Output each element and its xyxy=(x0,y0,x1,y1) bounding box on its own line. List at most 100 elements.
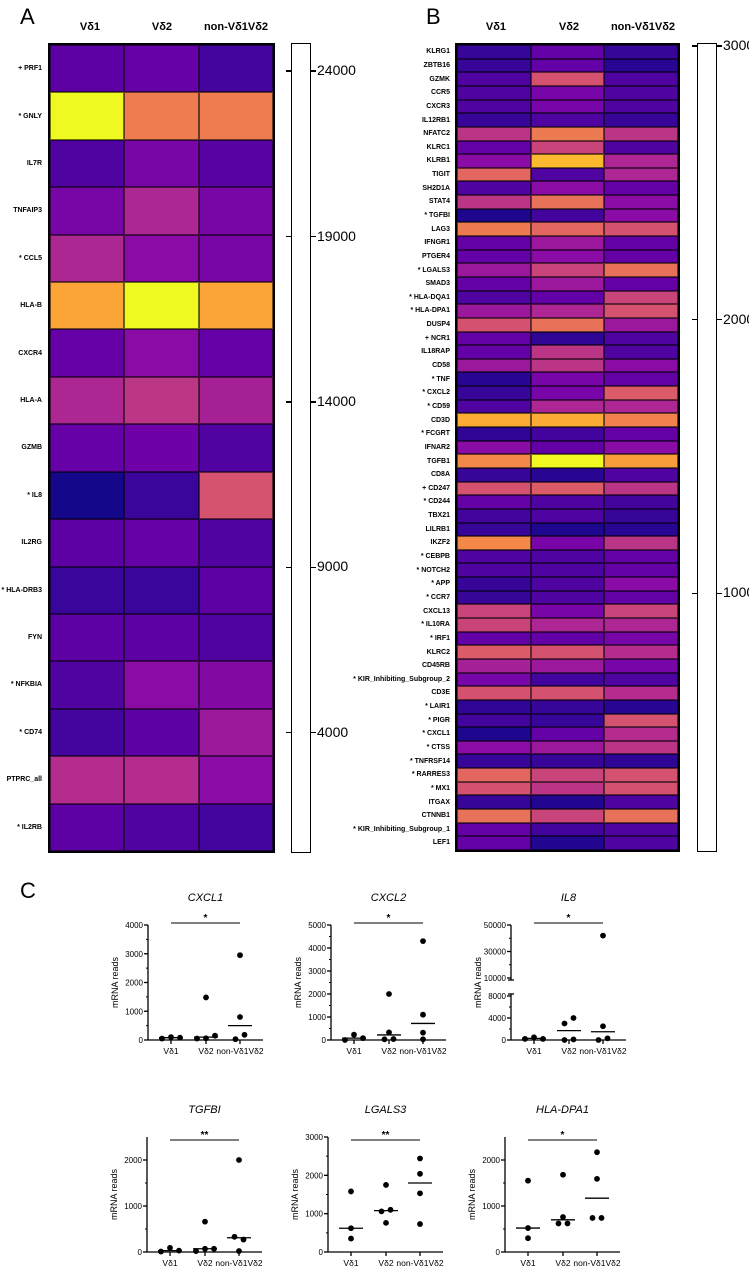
x-tick-label: non-Vδ1Vδ2 xyxy=(399,1046,447,1056)
heatmap-cell xyxy=(604,386,678,400)
colorbar-tick xyxy=(311,235,316,238)
heatmap-cell xyxy=(457,727,531,741)
heatmap-cell xyxy=(604,413,678,428)
heatmap-cell xyxy=(198,566,273,614)
colorbar-tick-label: 19000 xyxy=(317,227,356,244)
heatmap-cell xyxy=(530,508,605,523)
y-axis-label: mRNA reads xyxy=(293,956,303,1008)
heatmap-cell xyxy=(604,331,678,346)
heatmap-cell xyxy=(124,566,199,614)
data-point xyxy=(594,1149,600,1156)
heatmap-cell xyxy=(530,249,605,264)
heatmap-cell xyxy=(530,768,605,782)
significance-marker: * xyxy=(204,913,208,924)
colorbar-tick xyxy=(311,401,316,403)
data-point xyxy=(561,1020,568,1027)
data-point xyxy=(420,1036,426,1043)
heatmap-cell xyxy=(530,699,605,714)
heatmap-cell xyxy=(457,427,531,441)
heatmap-cell xyxy=(457,386,531,400)
y-tick-label: 0 xyxy=(502,1036,507,1045)
heatmap-cell xyxy=(530,45,605,59)
data-point xyxy=(531,1034,537,1041)
heatmap-cell xyxy=(457,577,531,591)
heatmap-row-label: * CXCL1 xyxy=(422,730,450,738)
heatmap-cell xyxy=(604,631,678,646)
heatmap-cell xyxy=(198,661,273,709)
heatmap-cell xyxy=(50,376,125,425)
data-point xyxy=(237,1014,243,1020)
significance-marker: ** xyxy=(382,1130,390,1141)
heatmap-cell xyxy=(604,399,678,414)
heatmap-cell xyxy=(530,195,605,209)
heatmap-cell xyxy=(457,236,531,250)
colorbar-a xyxy=(291,43,311,853)
heatmap-cell xyxy=(198,613,273,662)
heatmap-row-label: SH2D1A xyxy=(422,184,450,192)
heatmap-cell xyxy=(604,604,678,619)
heatmap-cell xyxy=(530,399,605,414)
heatmap-cell xyxy=(457,604,531,619)
heatmap-cell xyxy=(604,290,678,305)
colorbar-tick-label: 3000 xyxy=(723,37,749,53)
scatter-plot-il8: IL8 0 4000 8000 10000 30000 50000 mRNA reads Vδ1… xyxy=(473,892,627,1056)
heatmap-cell xyxy=(604,140,678,155)
heatmap-cell xyxy=(530,263,605,277)
colorbar-tick xyxy=(692,592,697,595)
heatmap-cell xyxy=(457,440,531,455)
heatmap-cell xyxy=(604,72,678,86)
heatmap-cell xyxy=(457,290,531,305)
heatmap-row-label: IL18RAP xyxy=(421,348,450,356)
data-point xyxy=(570,1015,577,1021)
heatmap-row-label: * CD74 xyxy=(19,728,42,736)
heatmap-cell xyxy=(457,249,531,264)
heatmap-cell xyxy=(530,672,605,687)
heatmap-row-label: CD3E xyxy=(431,689,450,697)
heatmap-b xyxy=(455,43,680,852)
heatmap-cell xyxy=(530,658,605,673)
data-point xyxy=(417,1221,423,1227)
colorbar-tick-label: 14000 xyxy=(317,392,356,409)
heatmap-cell xyxy=(530,181,605,196)
heatmap-row-label: + CD247 xyxy=(422,484,450,492)
y-axis-label: mRNA reads xyxy=(110,956,120,1008)
data-point xyxy=(525,1235,531,1242)
data-point xyxy=(417,1190,423,1197)
y-tick-label: 0 xyxy=(139,1036,144,1045)
heatmap-cell xyxy=(604,536,678,550)
heatmap-row-label: * CEBPB xyxy=(420,553,450,561)
y-tick-label: 2000 xyxy=(305,1171,323,1180)
y-tick-label: 1000 xyxy=(125,1007,143,1016)
heatmap-cell xyxy=(124,45,199,93)
heatmap-cell xyxy=(530,58,605,73)
heatmap-cell xyxy=(530,72,605,86)
heatmap-row-label: DUSP4 xyxy=(426,321,450,329)
heatmap-cell xyxy=(604,727,678,741)
heatmap-cell xyxy=(50,708,125,757)
heatmap-row-label: * KIR_Inhibiting_Subgroup_1 xyxy=(353,825,450,833)
colorbar-tick xyxy=(692,45,697,47)
y-tick-label: 4000 xyxy=(308,944,326,953)
heatmap-cell xyxy=(530,372,605,387)
heatmap-cell xyxy=(457,126,531,141)
heatmap-cell xyxy=(124,92,199,140)
heatmap-row-label: * APP xyxy=(431,580,450,588)
heatmap-cell xyxy=(604,126,678,141)
data-point xyxy=(386,991,392,997)
heatmap-cell xyxy=(530,836,605,850)
x-tick-label: Vδ2 xyxy=(561,1046,576,1056)
heatmap-row-label: FYN xyxy=(28,634,42,642)
heatmap-cell xyxy=(457,754,531,769)
heatmap-cell xyxy=(457,72,531,86)
heatmap-cell xyxy=(457,795,531,810)
heatmap-cell xyxy=(457,645,531,659)
heatmap-cell xyxy=(530,781,605,796)
heatmap-cell xyxy=(50,139,125,188)
heatmap-cell xyxy=(604,508,678,523)
colorbar-tick xyxy=(717,318,722,321)
heatmap-cell xyxy=(457,536,531,550)
heatmap-cell xyxy=(457,768,531,782)
heatmap-cell xyxy=(457,836,531,850)
heatmap-row-label: IKZF2 xyxy=(430,539,450,547)
heatmap-cell xyxy=(530,154,605,168)
